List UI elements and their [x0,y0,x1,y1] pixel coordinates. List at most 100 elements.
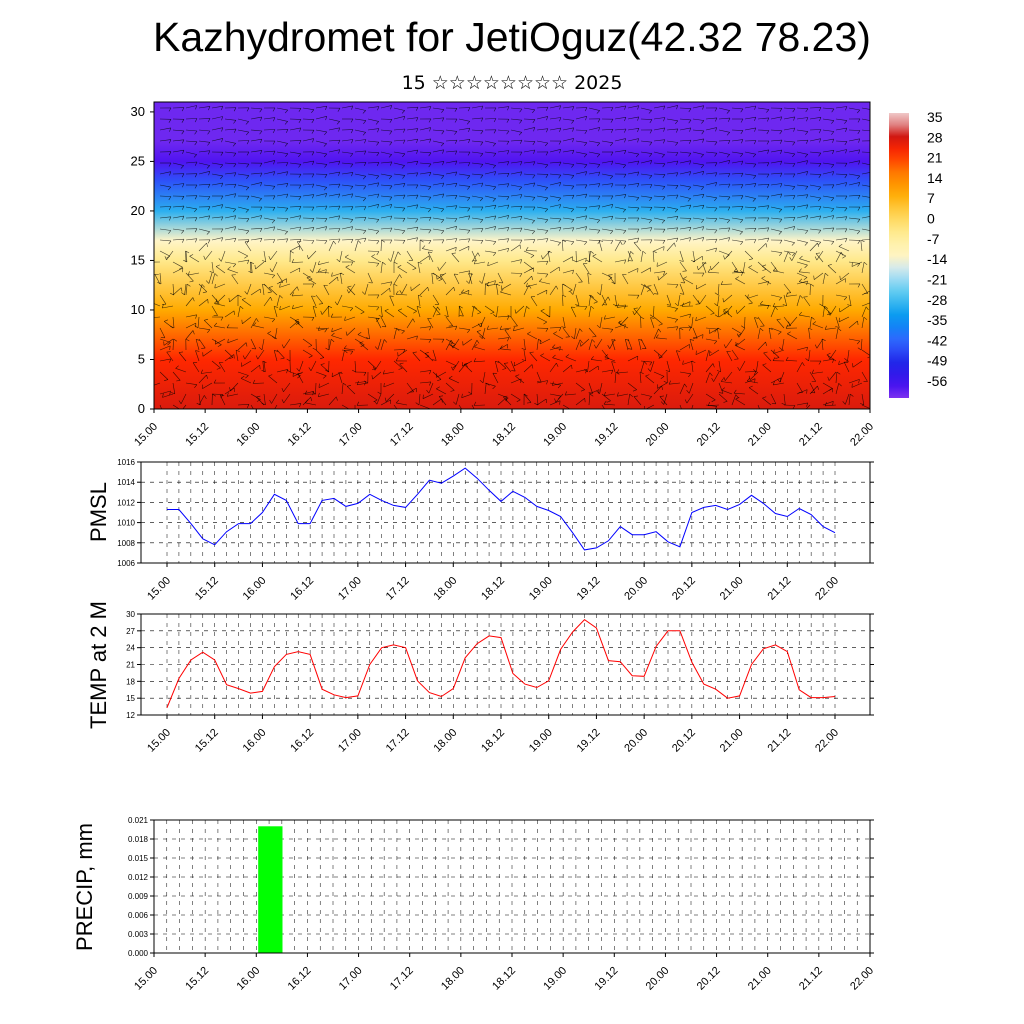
pmsl-x-tick-label: 18.12 [479,575,507,603]
heatmap-y-tick-label: 0 [138,401,145,416]
pmsl-y-tick-label: 1012 [117,498,135,507]
temp-x-tick-label: 15.12 [193,727,221,755]
precip-y-tick-label: 0.018 [128,835,149,844]
temp-x-tick-label: 20.12 [670,727,698,755]
pmsl-x-tick-label: 15.12 [193,575,221,603]
precip-y-axis: 0.000 0.003 0.006 0.009 0.012 0.015 0.018 0.021 [128,816,874,958]
heatmap-x-tick-label: 18.12 [490,421,518,449]
colorbar-label: 14 [927,170,943,186]
temp-y-tick-label: 30 [126,610,135,619]
colorbar-label: -21 [927,271,947,287]
pmsl-y-tick-label: 1014 [117,478,135,487]
temp-x-tick-label: 22.00 [813,727,841,755]
pmsl-x-tick-label: 21.12 [765,575,793,603]
heatmap-x-tick-label: 15.12 [183,421,211,449]
precip-x-axis: 15.00 15.12 16.00 16.12 17.00 17.12 18.00 18.12… [132,953,876,993]
heatmap-x-tick-label: 19.00 [541,421,569,449]
pmsl-x-tick-label: 20.00 [622,575,650,603]
heatmap-x-tick-label: 20.00 [644,421,672,449]
colorbar-label: -49 [927,353,947,369]
chart-title: Kazhydromet for JetiOguz(42.32 78.23) [153,14,871,60]
temp-y-tick-label: 24 [126,644,135,653]
pmsl-y-label: PMSL [86,482,111,542]
temp-x-tick-label: 21.12 [765,727,793,755]
colorbar-label: 35 [927,109,943,125]
heatmap-x-tick-label: 17.00 [337,421,365,449]
heatmap-x-axis: 15.00 15.12 16.00 16.12 17.00 17.12 18.00 18.12… [132,409,876,449]
precip-x-tick-label: 16.00 [234,965,262,993]
precip-x-tick-label: 15.12 [183,965,211,993]
precip-y-tick-label: 0.006 [128,911,149,920]
heatmap-y-tick-label: 15 [131,252,145,267]
heatmap-x-tick-label: 22.00 [848,421,876,449]
colorbar-label: 7 [927,190,935,206]
pmsl-x-tick-label: 16.00 [241,575,269,603]
precip-x-tick-label: 20.00 [644,965,672,993]
pmsl-x-tick-label: 21.00 [718,575,746,603]
precip-x-tick-label: 17.12 [388,965,416,993]
heatmap-x-tick-label: 21.12 [797,421,825,449]
precip-y-tick-label: 0.012 [128,873,149,882]
pmsl-y-axis: 1006 1008 1010 1012 1014 1016 [117,458,874,568]
precip-x-tick-label: 19.00 [541,965,569,993]
temp-y-axis: 12 15 18 21 24 27 30 [126,610,874,720]
temp-panel: 12 15 18 21 24 27 30 15.00 15.12 16.00 16.12 17.00… [86,601,874,755]
temp-y-tick-label: 18 [126,677,135,686]
heatmap-x-tick-label: 21.00 [746,421,774,449]
heatmap-y-tick-label: 5 [138,351,145,366]
pmsl-panel: 1006 1008 1010 1012 1014 1016 15.00 15.12 16.00… [86,458,874,603]
colorbar-label: 21 [927,150,943,166]
pmsl-grid [141,461,870,564]
colorbar-label: -7 [927,231,940,247]
pmsl-y-tick-label: 1016 [117,458,135,467]
colorbar-strip [889,113,909,398]
pmsl-series-line [167,467,836,551]
temp-grid [141,613,870,716]
chart-subtitle: 15 ☆☆☆☆☆☆☆☆ 2025 [401,72,623,94]
colorbar-label: -42 [927,332,947,348]
pmsl-x-tick-label: 19.00 [527,575,555,603]
pmsl-y-tick-label: 1006 [117,559,135,568]
precip-x-tick-label: 19.12 [592,965,620,993]
pmsl-x-tick-label: 17.12 [384,575,412,603]
precip-y-tick-label: 0.000 [128,949,149,958]
colorbar-label: -35 [927,312,947,328]
precip-bar [258,826,283,953]
heatmap-y-axis: 0 5 10 15 20 25 30 [131,104,154,416]
pmsl-x-tick-label: 22.00 [813,575,841,603]
pmsl-y-tick-label: 1010 [117,519,135,528]
precip-y-tick-label: 0.009 [128,892,149,901]
heatmap-y-tick-label: 25 [131,153,145,168]
temp-x-tick-label: 19.00 [527,727,555,755]
heatmap-panel: 0 5 10 15 20 25 30 15.00 15.12 16.00 16.12 17.00 17… [131,101,876,449]
temp-x-tick-label: 18.00 [431,727,459,755]
pmsl-x-axis: 15.00 15.12 16.00 16.12 17.00 17.12 18.00 18.12… [145,563,841,603]
heatmap-x-tick-label: 18.00 [439,421,467,449]
temp-y-tick-label: 15 [126,694,135,703]
colorbar-label: -28 [927,292,947,308]
pmsl-x-tick-label: 17.00 [336,575,364,603]
precip-x-tick-label: 20.12 [695,965,723,993]
temp-series-line [166,618,836,708]
pmsl-y-tick-label: 1008 [117,539,135,548]
temp-x-tick-label: 18.12 [479,727,507,755]
temp-x-tick-label: 21.00 [718,727,746,755]
heatmap-y-tick-label: 20 [131,203,145,218]
heatmap-x-tick-label: 17.12 [388,421,416,449]
precip-x-tick-label: 16.12 [286,965,314,993]
pmsl-x-tick-label: 15.00 [145,575,173,603]
precip-x-tick-label: 22.00 [848,965,876,993]
temp-x-axis: 15.00 15.12 16.00 16.12 17.00 17.12 18.00 18.12… [145,715,841,755]
pmsl-x-tick-label: 19.12 [575,575,603,603]
heatmap-x-tick-label: 16.00 [234,421,262,449]
precip-x-tick-label: 17.00 [337,965,365,993]
temp-y-label: TEMP at 2 M [86,601,111,729]
precip-x-tick-label: 18.12 [490,965,518,993]
colorbar-labels: 35 28 21 14 7 0 -7 -14 -21 -28 -35 -42 -49 -56 [927,109,947,389]
temp-x-tick-label: 17.00 [336,727,364,755]
pmsl-x-tick-label: 20.12 [670,575,698,603]
temp-y-tick-label: 27 [126,627,135,636]
temp-x-tick-label: 17.12 [384,727,412,755]
wind-barbs [154,105,870,409]
